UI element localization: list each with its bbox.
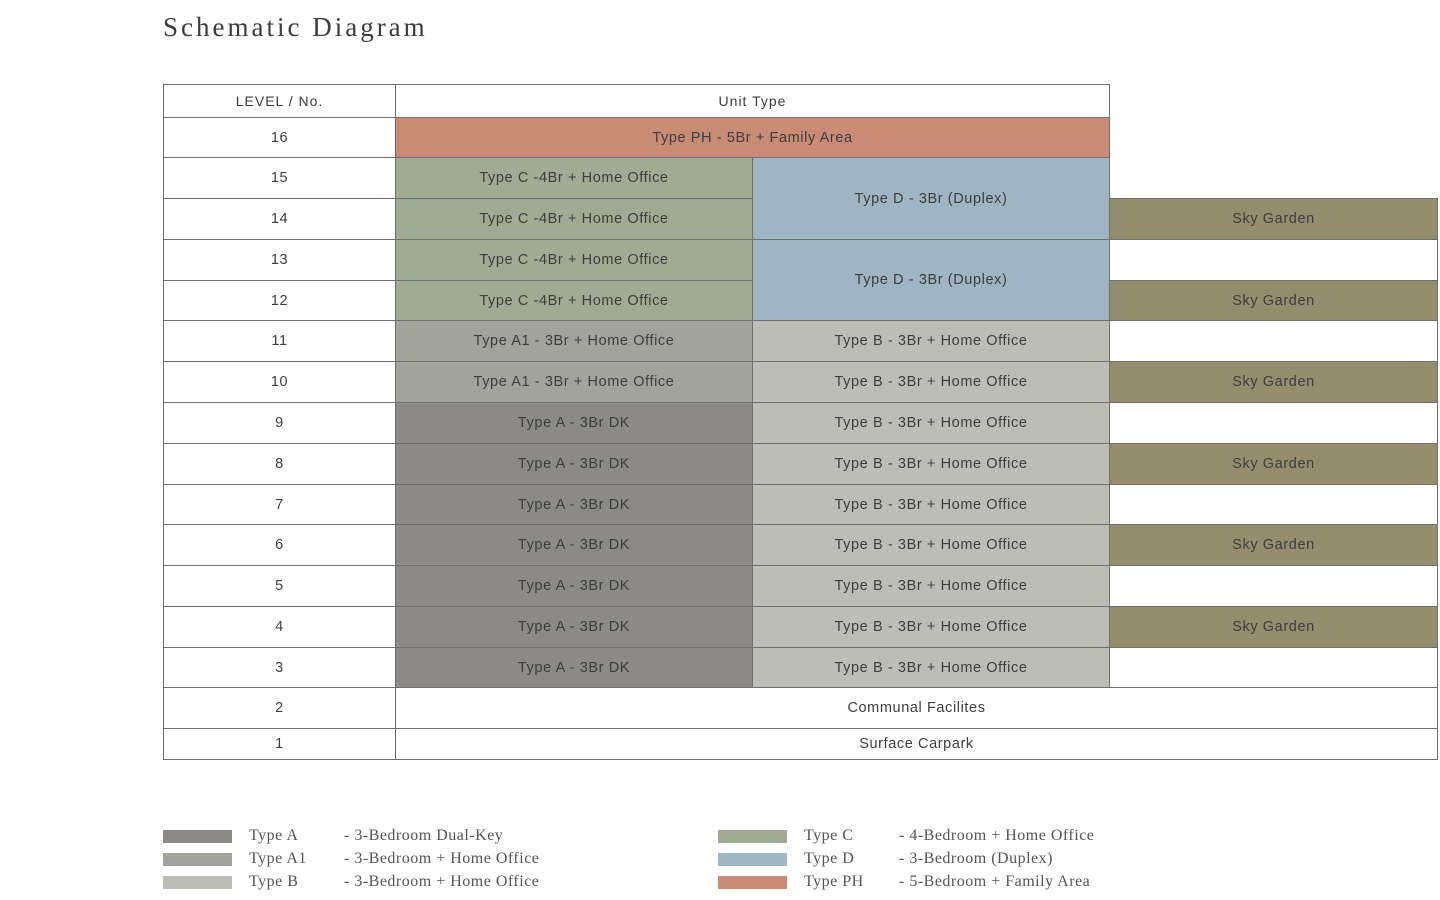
unit-type-c-13: Type C -4Br + Home Office: [395, 239, 753, 281]
legend-swatch-type-ph: [718, 876, 787, 889]
surface-carpark: Surface Carpark: [395, 728, 1438, 760]
level-6: 6: [163, 524, 396, 566]
empty-cell-5: [1109, 565, 1438, 607]
unit-type-b-8: Type B - 3Br + Home Office: [752, 443, 1110, 485]
legend-swatch-type-d: [718, 853, 787, 866]
header-unit-type: Unit Type: [395, 84, 1110, 118]
legend-desc-type-d: - 3-Bedroom (Duplex): [899, 850, 1053, 867]
level-9: 9: [163, 402, 396, 444]
unit-type-a1-11: Type A1 - 3Br + Home Office: [395, 320, 753, 362]
unit-type-a1-10: Type A1 - 3Br + Home Office: [395, 361, 753, 403]
legend-desc-type-b: - 3-Bedroom + Home Office: [344, 873, 540, 890]
unit-type-a-3: Type A - 3Br DK: [395, 647, 753, 688]
legend-swatch-type-b: [163, 876, 232, 889]
sky-garden-8: Sky Garden: [1109, 443, 1438, 485]
legend-swatch-type-a1: [163, 853, 232, 866]
sky-garden-14: Sky Garden: [1109, 198, 1438, 240]
unit-type-b-6: Type B - 3Br + Home Office: [752, 524, 1110, 566]
unit-type-b-5: Type B - 3Br + Home Office: [752, 565, 1110, 607]
legend-desc-type-a1: - 3-Bedroom + Home Office: [344, 850, 540, 867]
unit-type-d-upper: Type D - 3Br (Duplex): [752, 157, 1110, 240]
unit-type-c-12: Type C -4Br + Home Office: [395, 280, 753, 321]
unit-type-ph: Type PH - 5Br + Family Area: [395, 117, 1110, 158]
level-11: 11: [163, 320, 396, 362]
legend-code-type-ph: Type PH: [804, 873, 864, 890]
level-16: 16: [163, 117, 396, 158]
level-5: 5: [163, 565, 396, 607]
level-7: 7: [163, 484, 396, 525]
unit-type-d-lower: Type D - 3Br (Duplex): [752, 239, 1110, 321]
legend-desc-type-c: - 4-Bedroom + Home Office: [899, 827, 1095, 844]
unit-type-c-14: Type C -4Br + Home Office: [395, 198, 753, 240]
unit-type-b-3: Type B - 3Br + Home Office: [752, 647, 1110, 688]
legend-code-type-c: Type C: [804, 827, 854, 844]
level-10: 10: [163, 361, 396, 403]
level-15: 15: [163, 157, 396, 199]
sky-garden-10: Sky Garden: [1109, 361, 1438, 403]
unit-type-b-4: Type B - 3Br + Home Office: [752, 606, 1110, 648]
legend-swatch-type-c: [718, 830, 787, 843]
empty-cell-11: [1109, 320, 1438, 362]
legend-code-type-a1: Type A1: [249, 850, 307, 867]
legend-swatch-type-a: [163, 830, 232, 843]
legend-desc-type-ph: - 5-Bedroom + Family Area: [899, 873, 1091, 890]
communal-facilities: Communal Facilites: [395, 687, 1438, 729]
level-3: 3: [163, 647, 396, 688]
level-2: 2: [163, 687, 396, 729]
level-12: 12: [163, 280, 396, 321]
unit-type-a-7: Type A - 3Br DK: [395, 484, 753, 525]
level-13: 13: [163, 239, 396, 281]
unit-type-c-15: Type C -4Br + Home Office: [395, 157, 753, 199]
unit-type-b-9: Type B - 3Br + Home Office: [752, 402, 1110, 444]
sky-garden-6: Sky Garden: [1109, 524, 1438, 566]
unit-type-a-9: Type A - 3Br DK: [395, 402, 753, 444]
header-level: LEVEL / No.: [163, 84, 396, 118]
sky-garden-4: Sky Garden: [1109, 606, 1438, 648]
level-1: 1: [163, 728, 396, 760]
legend-code-type-a: Type A: [249, 827, 299, 844]
unit-type-b-10: Type B - 3Br + Home Office: [752, 361, 1110, 403]
empty-cell-9: [1109, 402, 1438, 444]
legend-code-type-b: Type B: [249, 873, 299, 890]
sky-garden-12: Sky Garden: [1109, 280, 1438, 321]
unit-type-a-8: Type A - 3Br DK: [395, 443, 753, 485]
legend-code-type-d: Type D: [804, 850, 855, 867]
diagram-title: Schematic Diagram: [163, 12, 428, 42]
empty-cell-3: [1109, 647, 1438, 688]
unit-type-b-7: Type B - 3Br + Home Office: [752, 484, 1110, 525]
unit-type-a-6: Type A - 3Br DK: [395, 524, 753, 566]
level-4: 4: [163, 606, 396, 648]
level-8: 8: [163, 443, 396, 485]
unit-type-b-11: Type B - 3Br + Home Office: [752, 320, 1110, 362]
level-14: 14: [163, 198, 396, 240]
unit-type-a-4: Type A - 3Br DK: [395, 606, 753, 648]
legend-desc-type-a: - 3-Bedroom Dual-Key: [344, 827, 504, 844]
empty-cell-13: [1109, 239, 1438, 281]
unit-type-a-5: Type A - 3Br DK: [395, 565, 753, 607]
empty-cell-7: [1109, 484, 1438, 525]
